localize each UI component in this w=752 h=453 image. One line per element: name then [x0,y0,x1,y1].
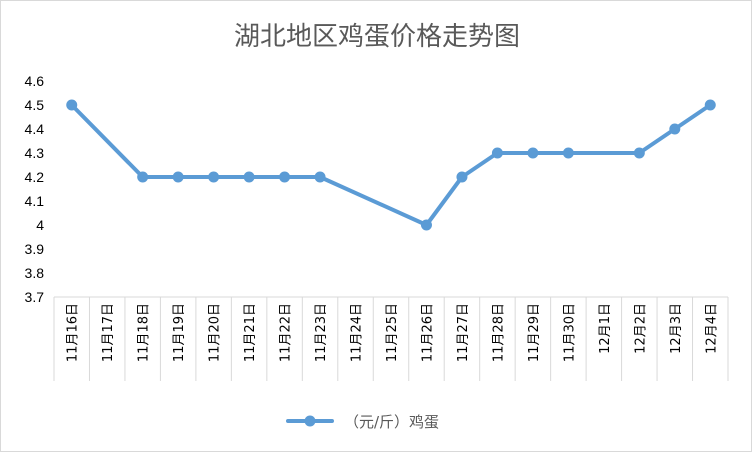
x-tick-label: 12月3日 [669,303,684,354]
series-line [69,103,713,227]
data-point [562,147,574,159]
x-tick-label: 11月21日 [243,303,258,362]
x-tick-label: 12月1日 [598,303,613,354]
legend-marker-icon [304,415,316,427]
data-point [633,147,645,159]
data-point [279,171,291,183]
data-point [527,147,539,159]
x-tick-label: 11月27日 [456,303,471,362]
y-tick-label: 4.2 [25,169,45,185]
x-tick-label: 11月23日 [314,303,329,362]
legend-label: （元/斤）鸡蛋 [344,413,439,431]
legend: （元/斤）鸡蛋 [286,413,439,431]
data-point [669,123,681,135]
data-point [137,171,149,183]
y-tick-label: 3.7 [25,289,45,305]
x-tick-label: 12月4日 [704,303,719,354]
x-tick-label: 11月16日 [66,303,81,362]
x-tick-label: 12月2日 [633,303,648,354]
y-tick-label: 4.4 [25,121,45,137]
x-tick-label: 11月19日 [172,303,187,362]
y-tick-label: 4.3 [25,145,45,161]
x-tick-label: 11月28日 [491,303,506,362]
x-tick-label: 11月18日 [137,303,152,362]
data-point [456,171,468,183]
y-tick-label: 4.5 [25,97,45,113]
data-point [208,171,220,183]
data-point [243,171,255,183]
data-point [491,147,503,159]
y-tick-label: 4 [36,217,44,233]
x-tick-label: 11月22日 [279,303,294,362]
chart-title: 湖北地区鸡蛋价格走势图 [234,22,520,52]
plot-area [66,99,716,231]
x-tick-label: 11月29日 [527,303,542,362]
data-point [420,219,432,231]
y-axis: 3.7 3.8 3.9 4 4.1 4.2 4.3 4.4 4.5 4.6 [25,73,45,305]
y-tick-label: 3.9 [25,241,45,257]
x-tick-label: 11月20日 [208,303,223,362]
y-tick-label: 4.1 [25,193,45,209]
data-point [66,99,78,111]
data-point [172,171,184,183]
y-tick-label: 3.8 [25,265,45,281]
x-tick-label: 11月17日 [101,303,116,362]
data-point [704,99,716,111]
data-point [314,171,326,183]
x-tick-label: 11月24日 [350,303,365,362]
x-tick-label: 11月30日 [562,303,577,362]
x-tick-label: 11月25日 [385,303,400,362]
x-tick-label: 11月26日 [420,303,435,362]
y-tick-label: 4.6 [25,73,45,89]
x-axis: 11月16日 11月17日 11月18日 11月19日 11月20日 11月21日 11月2… [53,296,729,381]
